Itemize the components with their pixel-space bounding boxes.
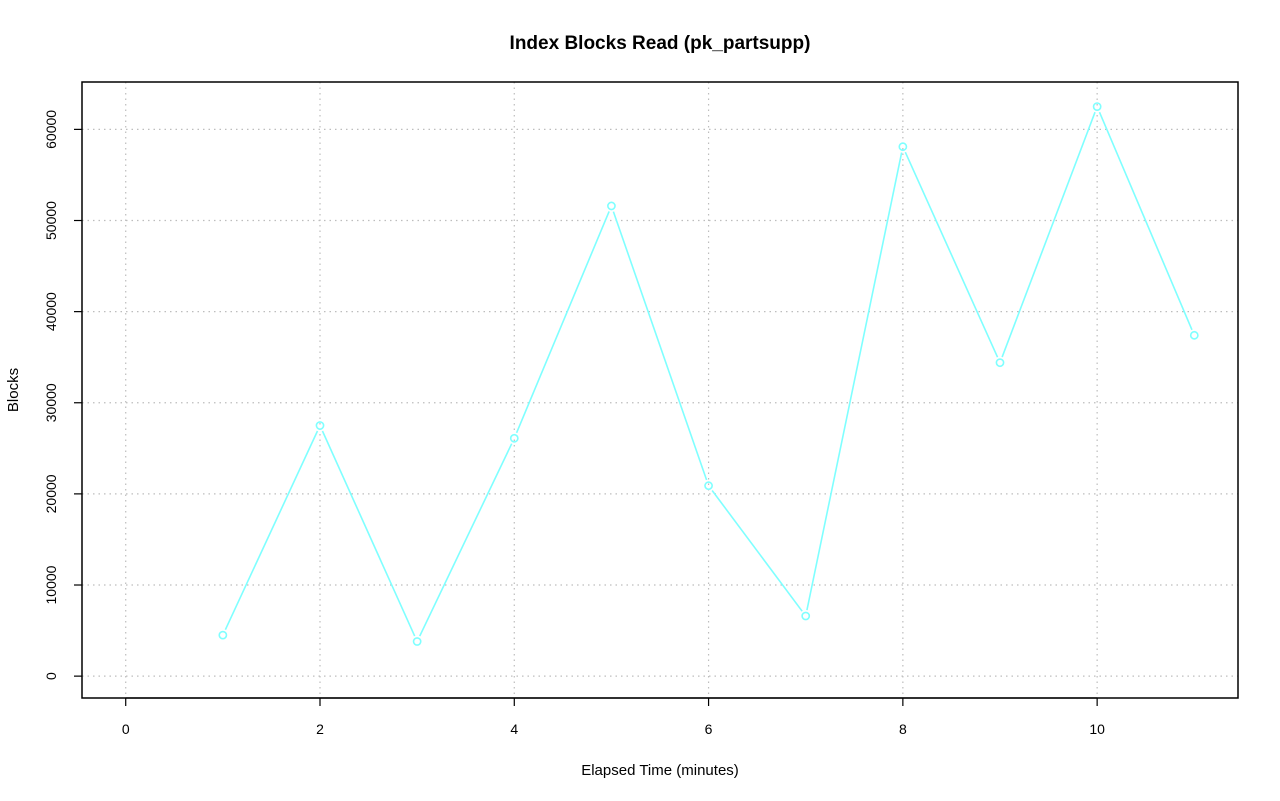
- data-point: [315, 421, 325, 430]
- y-tick-label: 40000: [43, 292, 59, 331]
- series-line-segment: [419, 443, 513, 637]
- x-tick-label: 0: [122, 721, 130, 737]
- series-line-segment: [612, 211, 708, 481]
- data-point: [1092, 102, 1102, 112]
- series-line-segment: [224, 430, 319, 631]
- series-line-segment: [711, 490, 803, 612]
- y-tick-label: 0: [43, 672, 59, 680]
- series-line-segment: [515, 211, 610, 434]
- series-line-segment: [904, 151, 999, 358]
- data-point: [801, 611, 811, 621]
- x-tick-label: 4: [510, 721, 518, 737]
- x-tick-label: 8: [899, 721, 907, 737]
- y-tick-label: 50000: [43, 201, 59, 240]
- x-tick-label: 10: [1089, 721, 1105, 737]
- y-tick-label: 60000: [43, 110, 59, 149]
- x-tick-label: 6: [705, 721, 713, 737]
- series-line-segment: [321, 430, 416, 637]
- axes: 0 2 4 6 8 10 0 10000 20000 30000 40000 50000 60000: [43, 110, 1105, 737]
- data-point: [898, 142, 908, 152]
- data-point: [412, 637, 422, 646]
- x-axis-label: Elapsed Time (minutes): [581, 762, 739, 779]
- series-line-segment: [1098, 111, 1193, 331]
- y-tick-label: 20000: [43, 474, 59, 513]
- data-point: [607, 201, 616, 211]
- data-point: [218, 630, 228, 640]
- plot-frame: [81, 81, 1239, 699]
- grid-lines: [82, 82, 1238, 698]
- data-point: [704, 481, 713, 491]
- series-line-segment: [806, 152, 903, 611]
- y-axis-label: Blocks: [5, 368, 22, 412]
- data-point: [1189, 330, 1199, 340]
- series-layer: [218, 102, 1199, 646]
- data-point: [509, 433, 519, 443]
- series-line-segment: [1001, 111, 1096, 358]
- x-tick-label: 2: [316, 721, 324, 737]
- data-point: [995, 358, 1005, 368]
- y-tick-label: 30000: [43, 383, 59, 422]
- chart-title: Index Blocks Read (pk_partsupp): [510, 33, 811, 54]
- y-tick-label: 10000: [43, 565, 59, 604]
